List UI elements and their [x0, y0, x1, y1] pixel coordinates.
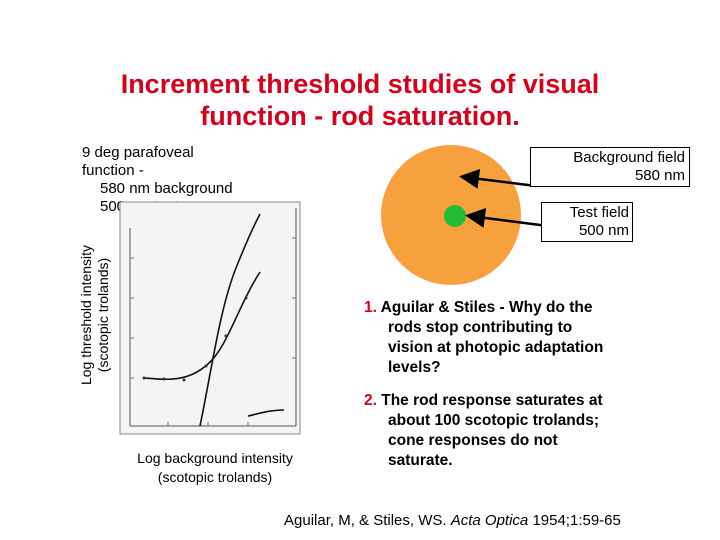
x-axis-label-line-2: (scotopic trolands)	[157, 469, 273, 485]
y-axis-label-line-2: (scotopic trolands)	[95, 257, 111, 373]
list-item-line: saturate.	[388, 452, 453, 469]
test-field-arrow	[465, 207, 549, 228]
list-item-line: vision at photopic adaptation	[388, 339, 604, 356]
test-field-label: Test field 500 nm	[541, 202, 633, 242]
cone-curve	[199, 213, 261, 427]
y-axis-label-line-1: Log threshold intensity	[78, 244, 94, 386]
rod-curve	[143, 271, 261, 381]
y-axis-label: Log threshold intensity (scotopic trolan…	[78, 210, 118, 420]
citation-volume: 1954;1:59-65	[532, 512, 621, 529]
x-axis-label-line-1: Log background intensity	[137, 450, 293, 466]
figure-label-line-3: 580 nm background	[100, 180, 233, 197]
background-field-label-line-1: Background field	[573, 149, 685, 166]
list-item-line: levels?	[388, 359, 441, 376]
baseline-curve	[247, 409, 285, 417]
figure-label-line-1: 9 deg parafoveal	[82, 144, 194, 161]
figure-label-line-2: function -	[82, 162, 144, 179]
list-item-line: The rod response saturates at	[381, 392, 603, 409]
list-item: 2. The rod response saturates at about 1…	[364, 391, 664, 471]
background-field-label: Background field 580 nm	[530, 147, 690, 187]
test-field-spot	[444, 205, 466, 227]
citation-journal: Acta Optica	[450, 512, 529, 529]
scanned-threshold-plot	[119, 201, 301, 435]
slide-title: Increment threshold studies of visual fu…	[60, 68, 660, 132]
list-item-line: cone responses do not	[388, 432, 558, 449]
stimulus-diagram	[381, 145, 549, 285]
list-item-number: 2.	[364, 392, 377, 409]
data-points	[142, 296, 248, 382]
list-item-line: about 100 scotopic trolands;	[388, 412, 600, 429]
title-line-2: function - rod saturation.	[200, 101, 520, 131]
citation-authors: Aguilar, M, & Stiles, WS.	[284, 512, 447, 529]
list-item-number: 1.	[364, 299, 377, 316]
plot-frame	[119, 201, 301, 435]
title-line-1: Increment threshold studies of visual	[120, 69, 600, 99]
plot-ticks	[130, 237, 296, 426]
test-field-label-line-2: 500 nm	[578, 222, 629, 239]
test-field-label-line-1: Test field	[569, 204, 629, 221]
citation: Aguilar, M, & Stiles, WS. Acta Optica 19…	[284, 512, 684, 530]
list-item: 1. Aguilar & Stiles - Why do the rods st…	[364, 298, 664, 378]
list-item-line: Aguilar & Stiles - Why do the	[380, 299, 593, 316]
background-field-label-line-2: 580 nm	[634, 167, 685, 184]
x-axis-label: Log background intensity (scotopic trola…	[110, 449, 320, 487]
list-item-line: rods stop contributing to	[388, 319, 573, 336]
background-field-arrow	[459, 168, 537, 189]
numbered-list: 1. Aguilar & Stiles - Why do the rods st…	[364, 298, 664, 484]
